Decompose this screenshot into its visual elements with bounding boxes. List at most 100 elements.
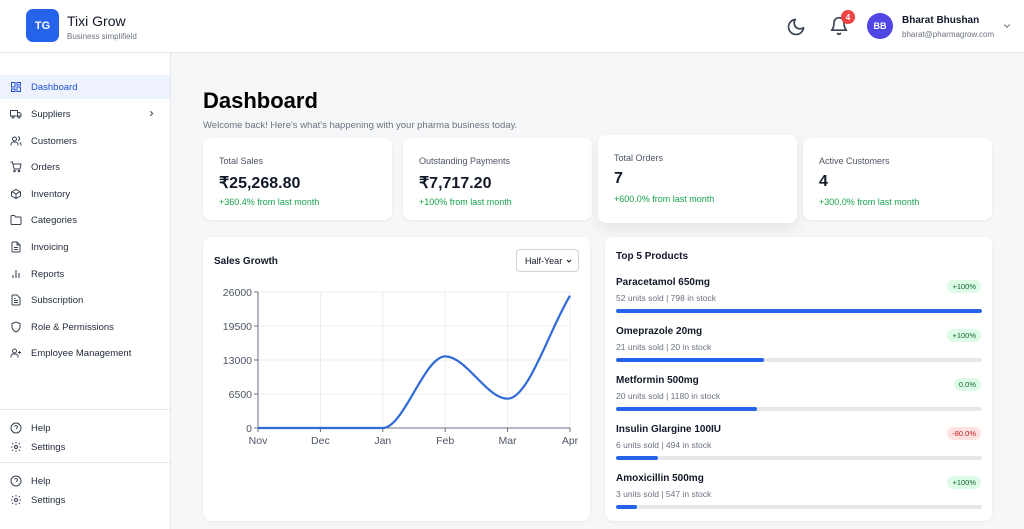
sidebar-item-reports[interactable]: Reports <box>0 262 170 286</box>
product-meta: 3 units sold | 547 in stock <box>616 489 712 499</box>
y-tick-label: 26000 <box>223 287 252 299</box>
sidebar-item-invoicing[interactable]: Invoicing <box>0 235 170 259</box>
sidebar-item-settings[interactable]: Settings <box>0 435 170 459</box>
x-tick-label: Nov <box>249 435 268 447</box>
product-name: Paracetamol 650mg <box>616 277 710 288</box>
product-meta: 20 units sold | 1180 in stock <box>616 391 721 401</box>
sidebar-item-suppliers[interactable]: Suppliers <box>0 102 170 126</box>
sidebar-item-orders[interactable]: Orders <box>0 155 170 179</box>
product-progress-fill <box>616 407 757 411</box>
x-tick-label: Mar <box>499 435 518 447</box>
product-progress-track <box>616 456 982 460</box>
sidebar-item-role-permissions[interactable]: Role & Permissions <box>0 315 170 339</box>
stat-card-active-customers: Active Customers 4 +300.0% from last mon… <box>803 138 992 220</box>
product-progress-track <box>616 358 982 362</box>
product-meta: 52 units sold | 798 in stock <box>616 293 717 303</box>
shield-icon <box>11 321 21 333</box>
gear-icon <box>11 442 21 452</box>
product-trend-badge: +100% <box>947 280 981 293</box>
brand-tagline: Business simplifield <box>67 32 137 41</box>
user-name[interactable]: Bharat Bhushan <box>902 15 980 26</box>
sidebar-item-label: Reports <box>31 268 65 280</box>
period-select[interactable]: Half-Year <box>516 249 579 272</box>
sidebar-item-dashboard[interactable]: Dashboard <box>0 75 170 99</box>
product-trend-badge: +100% <box>947 476 981 489</box>
stat-label: Total Orders <box>614 153 664 163</box>
x-tick-label: Apr <box>562 435 579 447</box>
user-email: bharat@pharmagrow.com <box>902 30 995 39</box>
sidebar-divider <box>0 462 170 463</box>
top-products-title: Top 5 Products <box>616 251 689 262</box>
user-menu-chevron-down-icon[interactable] <box>1002 21 1012 31</box>
brand-name: Tixi Grow <box>67 13 126 29</box>
sidebar-item-categories[interactable]: Categories <box>0 208 170 232</box>
stat-card-total-orders: Total Orders 7 +600.0% from last month <box>598 135 797 223</box>
notification-badge: 4 <box>841 10 855 24</box>
product-progress-fill <box>616 505 638 509</box>
user-plus-icon <box>10 348 21 358</box>
sidebar-item-subscription[interactable]: Subscription <box>0 288 170 312</box>
sidebar: Dashboard Suppliers Customers Orders Inv… <box>0 53 171 529</box>
sidebar-item-label: Settings <box>31 441 66 453</box>
stat-card-outstanding-payments: Outstanding Payments ₹7,717.20 +100% fro… <box>403 138 592 220</box>
folder-icon <box>10 215 22 225</box>
sidebar-item-label: Subscription <box>31 294 84 306</box>
product-trend-badge: 0.0% <box>953 378 981 391</box>
product-progress-track <box>616 407 982 411</box>
sidebar-item-label: Customers <box>31 135 77 147</box>
stat-value: 4 <box>819 173 828 190</box>
sales-growth-chart: 0 6500 13000 19500 26000 Nov Dec Jan Feb Mar Apr <box>223 287 579 447</box>
sidebar-item-customers[interactable]: Customers <box>0 129 170 153</box>
sidebar-item-label: Invoicing <box>31 241 69 253</box>
product-row[interactable]: Omeprazole 20mg 21 units sold | 20 in st… <box>616 326 982 368</box>
document-icon <box>11 241 21 253</box>
product-progress-track <box>616 309 982 313</box>
page-title: Dashboard <box>203 88 318 113</box>
product-trend-badge: +100% <box>947 329 981 342</box>
sidebar-item-help[interactable]: Help <box>0 416 170 440</box>
product-row[interactable]: Paracetamol 650mg 52 units sold | 798 in… <box>616 277 982 319</box>
product-name: Amoxicillin 500mg <box>616 473 704 484</box>
product-row[interactable]: Insulin Glargine 100IU 6 units sold | 49… <box>616 424 982 466</box>
stat-label: Total Sales <box>219 156 264 166</box>
chart-title: Sales Growth <box>214 256 278 267</box>
top-products-card: Top 5 Products Paracetamol 650mg 52 unit… <box>605 237 992 521</box>
stat-label: Active Customers <box>819 156 890 166</box>
product-meta: 6 units sold | 494 in stock <box>616 440 712 450</box>
receipt-icon <box>11 294 21 306</box>
product-row[interactable]: Amoxicillin 500mg 3 units sold | 547 in … <box>616 473 982 515</box>
stat-value: 7 <box>614 170 623 187</box>
sidebar-item-settings[interactable]: Settings <box>0 488 170 512</box>
y-tick-label: 19500 <box>223 321 252 333</box>
sidebar-item-employee-management[interactable]: Employee Management <box>0 341 170 365</box>
notification-bell-icon[interactable] <box>829 16 849 36</box>
user-avatar[interactable]: BB <box>867 13 893 39</box>
y-tick-label: 0 <box>246 423 252 435</box>
stat-change: +600.0% from last month <box>614 194 715 204</box>
product-progress-fill <box>616 456 659 460</box>
product-progress-fill <box>616 358 764 362</box>
sales-line-series <box>258 295 571 430</box>
product-trend-badge: -80.0% <box>947 427 981 440</box>
period-select-value: Half-Year <box>525 255 563 266</box>
dark-mode-moon-icon[interactable] <box>786 17 806 37</box>
product-meta: 21 units sold | 20 in stock <box>616 342 712 352</box>
sidebar-item-label: Orders <box>31 161 61 173</box>
help-circle-icon <box>10 475 22 487</box>
logo[interactable]: TG <box>26 9 59 42</box>
chevron-right-icon[interactable] <box>147 109 156 118</box>
sidebar-item-label: Role & Permissions <box>31 321 114 333</box>
x-tick-label: Dec <box>311 435 330 447</box>
page-subtitle: Welcome back! Here's what's happening wi… <box>203 120 518 131</box>
truck-icon <box>10 110 22 119</box>
sidebar-item-help[interactable]: Help <box>0 469 170 493</box>
product-name: Metformin 500mg <box>616 375 699 386</box>
product-row[interactable]: Metformin 500mg 20 units sold | 1180 in … <box>616 375 982 417</box>
sidebar-item-label: Employee Management <box>31 347 132 359</box>
sidebar-item-label: Suppliers <box>31 108 71 120</box>
product-name: Insulin Glargine 100IU <box>616 424 722 435</box>
y-tick-label: 6500 <box>229 389 253 401</box>
stat-change: +360.4% from last month <box>219 197 320 207</box>
stat-change: +100% from last month <box>419 197 512 207</box>
sidebar-item-inventory[interactable]: Inventory <box>0 182 170 206</box>
